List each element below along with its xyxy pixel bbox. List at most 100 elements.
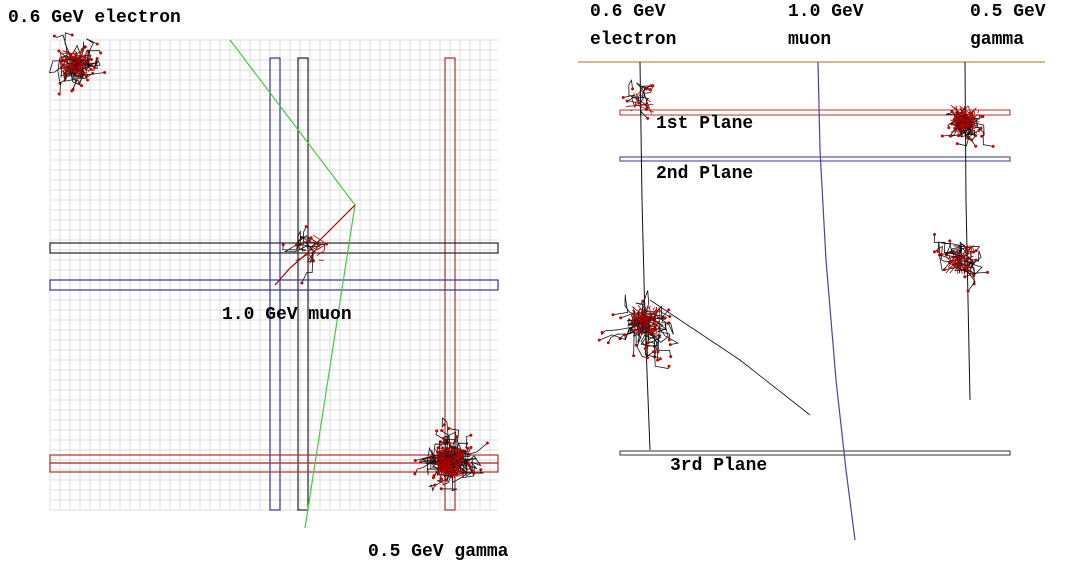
track-end — [972, 274, 975, 277]
shower-core — [978, 110, 979, 113]
track-end — [645, 346, 648, 349]
track-end — [631, 87, 634, 90]
track-end — [469, 434, 472, 437]
track-end — [439, 480, 442, 483]
particle-name: muon — [788, 30, 831, 50]
track-end — [439, 477, 442, 480]
particle-energy: 1.0 GeV — [788, 2, 864, 22]
track-end — [486, 442, 489, 445]
track-end — [974, 259, 977, 262]
track-end — [975, 249, 978, 252]
track-end — [601, 331, 604, 334]
shower-core — [653, 307, 655, 310]
track-end — [623, 333, 626, 336]
track-end — [981, 115, 984, 118]
track-end — [632, 354, 635, 357]
track-end — [947, 126, 950, 129]
track-end — [282, 243, 285, 246]
track-end — [652, 350, 655, 353]
track-end — [435, 429, 438, 432]
track-end — [466, 447, 469, 450]
track-end — [659, 357, 662, 360]
track-end — [469, 446, 472, 449]
track-end — [948, 239, 951, 242]
track-end — [648, 88, 651, 91]
shower-core — [956, 131, 958, 132]
track-end — [667, 308, 670, 311]
plane-label: 1st Plane — [656, 114, 753, 134]
track-end — [443, 423, 446, 426]
track-end — [974, 145, 977, 148]
track-end — [933, 250, 936, 253]
particle-energy: 0.5 GeV — [970, 2, 1046, 22]
shower-track — [650, 300, 810, 415]
particle-tracks — [49, 33, 994, 540]
track-end — [668, 315, 671, 318]
gamma-label: 0.5 GeV gamma — [368, 542, 509, 562]
track-end — [432, 476, 435, 479]
track-end — [58, 92, 61, 95]
track-end — [96, 42, 99, 45]
track-end — [664, 316, 667, 319]
track-end — [656, 359, 659, 362]
figure: 0.6 GeV electron 1.0 GeV muon 0.5 GeV ga… — [0, 0, 1069, 566]
shower-core — [968, 271, 973, 272]
plane-label: 3rd Plane — [670, 456, 767, 476]
track-end — [941, 134, 944, 137]
track-end — [669, 355, 672, 358]
track-end — [986, 271, 989, 274]
track-end — [445, 479, 448, 482]
left-planes — [50, 58, 498, 510]
track-end — [607, 341, 610, 344]
track-end — [103, 71, 106, 74]
track-end — [325, 242, 328, 245]
track-end — [414, 459, 417, 462]
muon-track — [275, 205, 355, 285]
particle-name: electron — [590, 30, 676, 50]
track-end — [80, 84, 83, 87]
track-end — [93, 66, 96, 69]
electron-track — [640, 62, 650, 450]
track-end — [71, 33, 74, 36]
track-end — [440, 429, 443, 432]
track-end — [980, 135, 983, 138]
track-end — [619, 316, 622, 319]
track-end — [669, 343, 672, 346]
track-end — [963, 275, 966, 278]
track-end — [473, 472, 476, 475]
electron-label: 0.6 GeV electron — [8, 8, 181, 28]
track-end — [70, 89, 73, 92]
track-end — [933, 233, 936, 236]
track-end — [467, 463, 470, 466]
track-end — [622, 96, 625, 99]
track-end — [310, 236, 313, 239]
plane-label: 2nd Plane — [656, 164, 753, 184]
track-end — [611, 313, 614, 316]
particle-energy: 0.6 GeV — [590, 2, 666, 22]
track-end — [943, 268, 946, 271]
track-end — [667, 321, 670, 324]
track-end — [305, 225, 308, 228]
track-end — [598, 339, 601, 342]
track-end — [86, 78, 89, 81]
track-end — [429, 457, 432, 460]
track-end — [300, 281, 303, 284]
track-end — [956, 142, 959, 145]
track-end — [99, 52, 102, 55]
muon-label: 1.0 GeV muon — [222, 305, 352, 325]
track-end — [90, 58, 93, 61]
track-end — [967, 290, 970, 293]
track-end — [668, 338, 671, 341]
track-end — [447, 427, 450, 430]
track-end — [91, 72, 94, 75]
track-end — [433, 484, 436, 487]
track-end — [992, 145, 995, 148]
track-end — [479, 468, 482, 471]
track-end — [668, 365, 671, 368]
track-end — [448, 442, 451, 445]
track-end — [936, 250, 939, 253]
track-end — [419, 460, 422, 463]
track-end — [646, 117, 649, 120]
muon-track — [818, 62, 855, 540]
track-end — [949, 134, 952, 137]
